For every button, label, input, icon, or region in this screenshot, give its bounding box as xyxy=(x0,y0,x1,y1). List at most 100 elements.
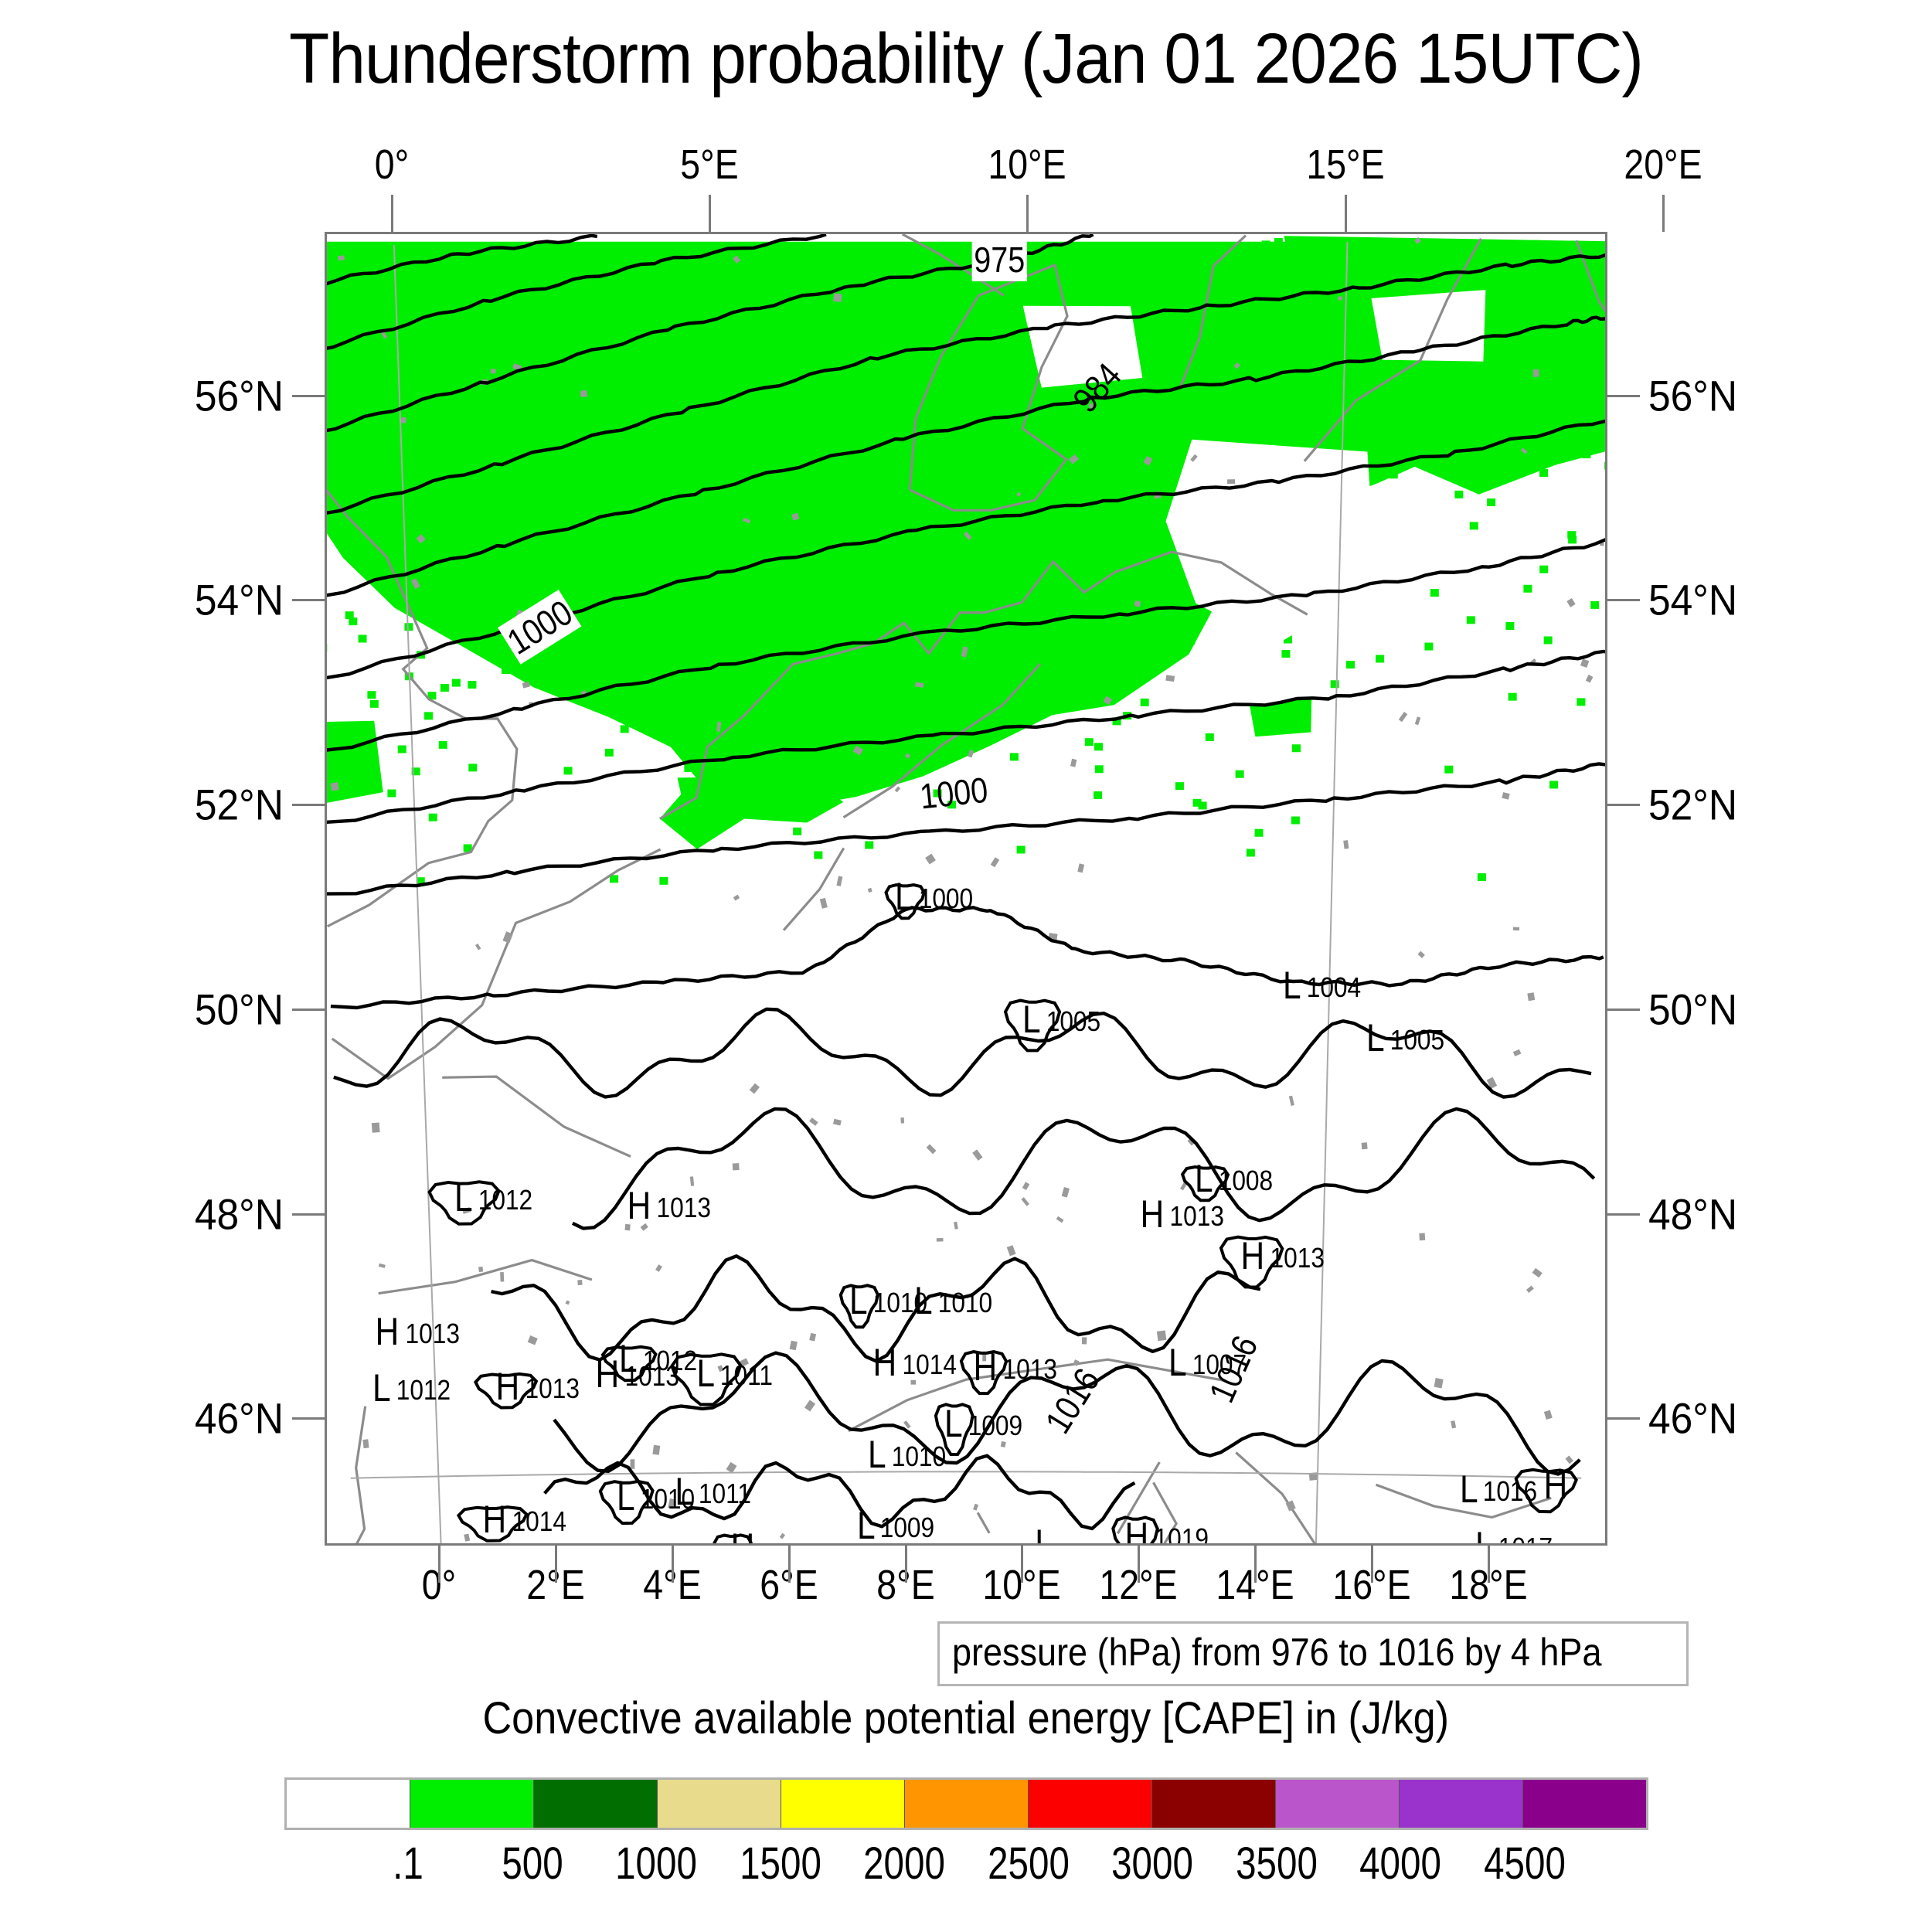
lat-tick-right xyxy=(1607,394,1640,397)
pressure-marker-type: L xyxy=(1283,964,1301,1008)
pressure-low-marker: L 1009 xyxy=(855,1503,938,1546)
colorbar-tick: 4000 xyxy=(1359,1838,1441,1889)
pressure-marker-type: L xyxy=(944,1401,963,1445)
pressure-low-marker: L 1005 xyxy=(1021,997,1104,1042)
pressure-low-marker: L 1004 xyxy=(1281,963,1365,1008)
lat-label-right: 54°N xyxy=(1648,575,1738,624)
lat-tick-left xyxy=(292,1008,325,1011)
lon-label-top: 0° xyxy=(374,141,409,188)
pressure-marker-type: L xyxy=(616,1475,635,1519)
colorbar-tick-labels: .1 500 1000 1500 2000 2500 3000 3500 4000 4500 xyxy=(284,1838,1648,1900)
pressure-high-marker: H xyxy=(1542,1463,1570,1508)
pressure-marker-value: 1008 xyxy=(1218,1165,1274,1197)
pressure-marker-value: 1010 xyxy=(891,1440,947,1472)
pressure-high-marker: H 1014 xyxy=(871,1340,961,1385)
pressure-marker-value: 1013 xyxy=(1002,1353,1058,1386)
pressure-marker-type: L xyxy=(1366,1015,1385,1060)
colorbar-segment xyxy=(1152,1780,1276,1828)
pressure-marker-type: H xyxy=(1543,1464,1568,1508)
pressure-marker-value: 1004 xyxy=(1306,971,1362,1004)
colorbar-tick: 1500 xyxy=(739,1838,821,1889)
colorbar-segment xyxy=(1029,1780,1152,1828)
lat-label-left: 50°N xyxy=(194,985,284,1034)
pressure-low-marker: L 1008 xyxy=(1193,1157,1277,1202)
page-title: Thunderstorm probability (Jan 01 2026 15… xyxy=(289,19,1644,98)
lon-label-top: 15°E xyxy=(1306,141,1385,188)
lat-tick-right xyxy=(1607,1008,1640,1011)
lat-label-right: 56°N xyxy=(1648,371,1738,420)
pressure-marker-value: 1010 xyxy=(937,1287,993,1319)
lat-label-right: 52°N xyxy=(1648,780,1738,829)
colorbar-title: Convective available potential energy [C… xyxy=(0,1692,1932,1744)
colorbar-tick: 4500 xyxy=(1483,1838,1566,1889)
pressure-marker-type: H xyxy=(1240,1234,1265,1278)
pressure-marker-type: L xyxy=(696,1352,716,1396)
lon-tick-bottom xyxy=(1021,1546,1024,1583)
pressure-marker-value: 1019 xyxy=(1154,1522,1209,1546)
lon-tick-bottom xyxy=(1254,1546,1257,1583)
map-graphic xyxy=(327,234,1605,1543)
lon-tick-top xyxy=(390,195,393,232)
pressure-high-marker: H 1013 xyxy=(971,1345,1061,1389)
pressure-marker-value: 1013 xyxy=(1169,1200,1225,1233)
contour-label: 1000 xyxy=(917,769,990,817)
pressure-marker-type: L xyxy=(1195,1157,1214,1201)
pressure-high-marker: H 1013 xyxy=(625,1183,715,1228)
pressure-marker-type: L xyxy=(849,1279,868,1323)
lon-tick-bottom xyxy=(1138,1546,1141,1583)
pressure-marker-value: 1010 xyxy=(640,1483,695,1515)
colorbar-segment xyxy=(658,1780,781,1828)
colorbar-tick: 3500 xyxy=(1235,1838,1318,1889)
pressure-high-marker: H 1013 xyxy=(373,1310,463,1355)
pressure-marker-type: L xyxy=(619,1337,638,1381)
lon-label-top: 5°E xyxy=(680,141,739,188)
pressure-marker-type: L xyxy=(1475,1523,1494,1543)
pressure-marker-type: L xyxy=(675,1469,694,1513)
pressure-marker-type: H xyxy=(731,1525,755,1543)
lat-tick-right xyxy=(1607,804,1640,807)
pressure-low-marker: L 1009 xyxy=(943,1401,1026,1446)
pressure-marker-type: L xyxy=(856,1504,876,1546)
pressure-low-marker: L 1016 xyxy=(1458,1467,1541,1512)
pressure-low-marker: L 1012 xyxy=(371,1366,454,1410)
lon-label-top: 20°E xyxy=(1624,141,1702,188)
colorbar-segment xyxy=(1276,1780,1400,1828)
pressure-low-marker: L 1012 xyxy=(617,1336,701,1381)
lat-tick-left xyxy=(292,1417,325,1420)
pressure-marker-value: 1005 xyxy=(1046,1005,1100,1038)
lat-tick-left xyxy=(292,1213,325,1216)
pressure-marker-value: 1010 xyxy=(872,1287,927,1319)
lat-tick-left xyxy=(292,804,325,807)
pressure-marker-type: H xyxy=(973,1345,998,1389)
lon-tick-top xyxy=(1026,195,1029,232)
pressure-low-marker: L 1011 xyxy=(695,1351,776,1396)
cape-shading xyxy=(327,236,1605,886)
pressure-high-marker: H 1019 xyxy=(1123,1514,1213,1546)
pressure-marker-value: 1005 xyxy=(1389,1023,1445,1056)
colorbar-segment xyxy=(287,1780,410,1828)
pressure-marker-type: L xyxy=(454,1175,473,1219)
colorbar-segment xyxy=(1400,1780,1523,1828)
lat-label-left: 48°N xyxy=(194,1189,284,1238)
pressure-marker-value: 1009 xyxy=(880,1512,935,1544)
colorbar-segment xyxy=(781,1780,905,1828)
pressure-marker-value: 1016 xyxy=(1483,1475,1538,1507)
pressure-marker-type: L xyxy=(1168,1341,1187,1385)
lat-tick-right xyxy=(1607,1213,1640,1216)
colorbar-tick: .1 xyxy=(393,1838,424,1889)
lat-tick-left xyxy=(292,394,325,397)
colorbar-tick: 1000 xyxy=(615,1838,698,1889)
pressure-high-marker: H xyxy=(729,1525,757,1543)
lon-tick-bottom xyxy=(437,1546,440,1583)
lon-tick-top xyxy=(708,195,711,232)
colorbar-title-text: Convective available potential energy [C… xyxy=(482,1693,1450,1743)
pressure-marker-type: L xyxy=(372,1366,391,1410)
lat-label-right: 50°N xyxy=(1648,985,1738,1034)
colorbar xyxy=(284,1777,1648,1830)
pressure-marker-value: 1013 xyxy=(405,1318,460,1350)
lon-tick-bottom xyxy=(671,1546,674,1583)
pressure-low-marker: L 1007 xyxy=(1167,1340,1250,1385)
pressure-low-marker: L 1010 xyxy=(848,1278,931,1323)
pressure-legend: pressure (hPa) from 976 to 1016 by 4 hPa xyxy=(937,1621,1689,1686)
